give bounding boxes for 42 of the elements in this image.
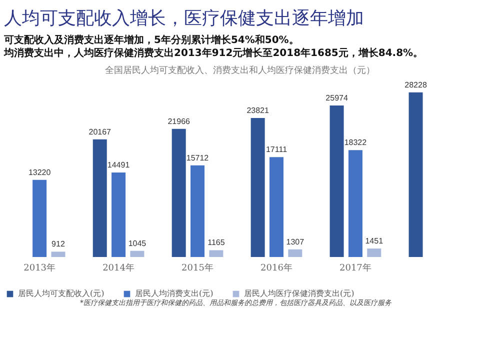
bar xyxy=(288,249,302,257)
x-tick-label: 2017年 xyxy=(340,262,372,274)
x-tick-label: 2016年 xyxy=(260,262,292,274)
data-label: 17111 xyxy=(266,145,288,154)
bar xyxy=(250,118,265,257)
data-label: 912 xyxy=(52,240,66,249)
data-label: 28228 xyxy=(404,80,428,90)
bar xyxy=(172,128,186,257)
x-tick-label: 2014年 xyxy=(102,262,134,274)
legend-label: 居民人均可支配收入(元) xyxy=(18,289,104,298)
bar xyxy=(51,252,66,257)
legend-label: 居民人均医疗保健消费支出(元) xyxy=(244,289,354,298)
x-tick-label: 2013年 xyxy=(24,262,56,274)
legend-label: 居民人均消费支出(元) xyxy=(135,289,214,298)
bar xyxy=(32,180,47,257)
bar xyxy=(112,172,126,257)
data-label: 23821 xyxy=(246,106,270,116)
data-label: 18322 xyxy=(344,138,368,148)
data-label: 1165 xyxy=(208,238,226,248)
data-label: 21966 xyxy=(168,116,191,126)
bar xyxy=(130,250,144,257)
text: 全国居民人均可支配收入、消费支出和人均医疗保健消费支出（元） xyxy=(104,64,376,77)
data-label: 1451 xyxy=(365,236,384,246)
bar xyxy=(367,248,382,257)
data-label: 15712 xyxy=(186,153,210,162)
bar xyxy=(330,105,344,257)
bar xyxy=(269,157,284,257)
bar xyxy=(209,250,224,257)
data-label: 1045 xyxy=(128,238,147,248)
chart-subtitle: 可支配收入及消费支出逐年增加，5年分别累计增长54%和50%。 xyxy=(4,34,300,47)
data-label: 20167 xyxy=(88,127,112,136)
data-label: 14491 xyxy=(107,160,130,170)
text: 均消费支出中，人均医疗保健消费支出2013年912元增长至2018年1685元，增长84.8%。 xyxy=(2,47,424,60)
data-label: 25974 xyxy=(326,93,348,102)
bar xyxy=(408,92,423,257)
data-label: 13220 xyxy=(28,168,52,177)
chart-title: 人均可支配收入增长，医疗保健支出逐年增加 xyxy=(3,7,365,30)
bar xyxy=(348,150,362,257)
data-label: 1307 xyxy=(286,237,305,246)
bar xyxy=(92,139,107,257)
x-tick-label: 2015年 xyxy=(182,262,214,274)
bar xyxy=(190,165,205,257)
